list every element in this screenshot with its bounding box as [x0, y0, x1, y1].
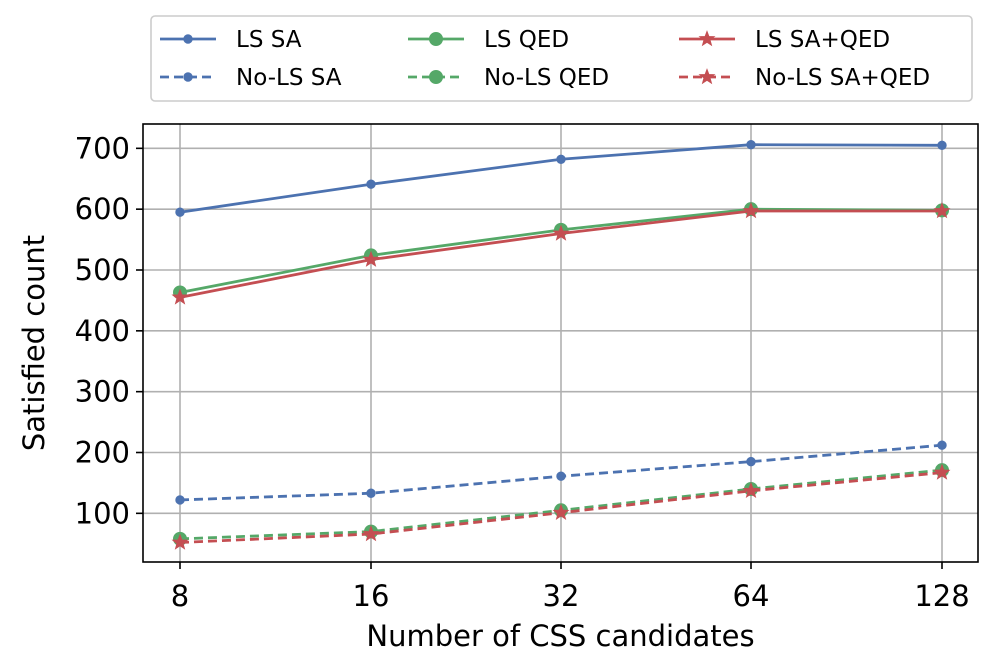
legend-entry: No-LS SA+QED [679, 65, 930, 91]
data-point [175, 495, 185, 505]
legend-entry: No-LS QED [408, 65, 609, 91]
legend-marker [183, 72, 193, 82]
data-point [171, 288, 189, 305]
series-no-ls-sa [175, 440, 947, 505]
legend-marker [698, 30, 716, 47]
x-tick-label: 32 [543, 579, 580, 613]
data-point [171, 533, 189, 550]
axis-ticks: 8 16 32 64 128 100 200 300 400 500 600 700 [75, 131, 970, 613]
y-axis-title: Satisfied count [17, 235, 51, 451]
y-tick-label: 200 [75, 436, 130, 470]
data-point [933, 202, 951, 219]
data-point [937, 440, 947, 450]
legend-box [150, 15, 973, 102]
data-point [175, 207, 185, 217]
data-point [362, 525, 380, 542]
series-ls-sa [175, 139, 947, 217]
y-tick-label: 300 [75, 375, 130, 409]
x-tick-label: 16 [353, 579, 390, 613]
legend: LS SA No-LS SA LS QED No-LS QED LS SA+QED No-… [150, 15, 973, 102]
legend-label: No-LS QED [484, 65, 609, 91]
data-point [552, 224, 570, 241]
legend-label: LS QED [484, 27, 569, 53]
series-ls-sa-qed [171, 202, 951, 305]
series-lines [171, 139, 951, 550]
legend-entry: LS SA [160, 27, 302, 53]
legend-label: LS SA+QED [755, 27, 890, 53]
legend-marker [429, 70, 443, 84]
data-point [556, 471, 566, 481]
data-point [366, 488, 376, 498]
data-point [556, 154, 566, 164]
legend-label: LS SA [236, 27, 302, 53]
data-point [746, 139, 756, 150]
x-axis-title: Number of CSS candidates [366, 619, 754, 653]
data-point [937, 140, 947, 150]
data-point [362, 250, 380, 267]
legend-entry: No-LS SA [160, 65, 342, 91]
legend-marker [183, 34, 193, 44]
data-point [552, 503, 570, 520]
x-tick-label: 64 [733, 579, 770, 613]
x-tick-label: 128 [914, 579, 969, 613]
legend-label: No-LS SA [236, 65, 342, 91]
legend-entry: LS QED [408, 27, 569, 53]
legend-entry: LS SA+QED [679, 27, 890, 53]
series-no-ls-sa-qed [171, 463, 951, 550]
y-tick-label: 500 [75, 253, 130, 287]
data-point [742, 202, 760, 219]
x-tick-label: 8 [171, 579, 189, 613]
legend-marker [698, 68, 716, 85]
data-point [933, 463, 951, 480]
data-point [366, 179, 376, 189]
y-tick-label: 700 [75, 131, 130, 165]
y-tick-label: 400 [75, 314, 130, 348]
legend-label: No-LS SA+QED [755, 65, 930, 91]
data-point [746, 456, 756, 467]
data-point [742, 481, 760, 499]
y-tick-label: 600 [75, 192, 130, 226]
legend-marker [429, 32, 443, 46]
y-tick-label: 100 [75, 496, 130, 530]
